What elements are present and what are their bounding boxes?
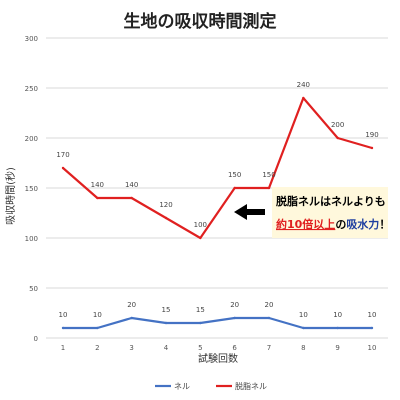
data-point (96, 196, 99, 200)
data-point (267, 316, 271, 320)
annotation-box (272, 187, 388, 238)
data-label: 15 (196, 306, 205, 314)
legend-label: 脱脂ネル (235, 381, 267, 391)
y-tick-label: 50 (29, 285, 38, 293)
data-label: 20 (265, 301, 274, 309)
data-label: 150 (228, 171, 241, 179)
data-point (302, 326, 305, 330)
y-tick-label: 150 (25, 185, 38, 193)
annotation-connector: の (335, 218, 346, 231)
annotation-line2: 約10倍以上の吸水力！ (276, 217, 390, 231)
series-layer: 10 10 20 15 15 20 20 10 10 10 170 140 140 120 100 150 15… (56, 81, 379, 330)
x-tick-label: 2 (95, 344, 99, 352)
x-tick-label: 6 (232, 344, 237, 352)
data-point (336, 326, 339, 330)
annotation-callout: 脱脂ネルはネルよりも 約10倍以上の吸水力！ (234, 187, 390, 238)
y-tick-label: 300 (25, 35, 38, 43)
left-arrow-icon (234, 204, 265, 220)
annotation-emphasis-absorption: 吸水力 (346, 217, 379, 231)
data-point (267, 186, 271, 190)
data-point (302, 96, 305, 100)
data-label: 10 (333, 311, 342, 319)
x-tick-label: 4 (164, 344, 169, 352)
data-point (199, 236, 202, 240)
data-point (370, 326, 374, 330)
data-point (130, 196, 133, 200)
annotation-exclamation: ！ (379, 218, 390, 231)
x-tick-label: 8 (301, 344, 305, 352)
x-tick-label: 5 (198, 344, 202, 352)
x-tick-label: 7 (267, 344, 271, 352)
data-label: 100 (194, 221, 207, 229)
data-point (96, 326, 99, 330)
x-axis-ticks: 1 2 3 4 5 6 7 8 9 10 (61, 344, 377, 352)
data-label: 10 (59, 311, 68, 319)
data-point (164, 321, 168, 325)
data-point (199, 321, 202, 325)
y-axis-ticks: 0 50 100 150 200 250 300 (25, 35, 38, 343)
grid-lines (46, 37, 388, 339)
data-point (370, 146, 374, 150)
data-label: 20 (127, 301, 136, 309)
series-line (63, 316, 372, 330)
data-point (130, 316, 133, 320)
legend-item: ネル (155, 382, 190, 391)
y-tick-label: 100 (25, 235, 38, 243)
data-point (61, 166, 65, 170)
legend: ネル 脱脂ネル (155, 381, 267, 391)
x-tick-label: 1 (61, 344, 65, 352)
data-label: 200 (331, 121, 344, 129)
x-tick-label: 10 (368, 344, 377, 352)
data-label: 240 (297, 81, 310, 89)
annotation-line1: 脱脂ネルはネルよりも (276, 194, 386, 208)
data-label: 190 (365, 131, 378, 139)
x-tick-label: 3 (129, 344, 133, 352)
data-label: 140 (125, 181, 138, 189)
annotation-emphasis-ratio: 約10倍以上 (276, 217, 335, 231)
data-point (336, 136, 339, 140)
data-point (61, 326, 65, 330)
legend-item: 脱脂ネル (216, 381, 267, 391)
data-label: 20 (230, 301, 239, 309)
data-label: 170 (56, 151, 69, 159)
x-tick-label: 9 (335, 344, 339, 352)
y-tick-label: 250 (25, 85, 38, 93)
legend-label: ネル (174, 382, 190, 391)
data-label: 10 (93, 311, 102, 319)
data-point (164, 216, 168, 220)
data-point (233, 186, 236, 190)
data-label: 15 (162, 306, 171, 314)
series-ネル: 10 10 20 15 15 20 20 10 10 10 (59, 301, 377, 330)
y-tick-label: 200 (25, 135, 38, 143)
chart-title: 生地の吸収時間測定 (124, 11, 277, 32)
data-label: 10 (299, 311, 308, 319)
series-脱脂ネル: 170 140 140 120 100 150 150 240 200 190 (56, 81, 379, 240)
data-label: 140 (91, 181, 104, 189)
data-label: 150 (262, 171, 275, 179)
data-label: 120 (159, 201, 172, 209)
data-label: 10 (368, 311, 377, 319)
series-line (62, 96, 373, 240)
data-point (233, 316, 236, 320)
y-tick-label: 0 (34, 335, 38, 343)
x-axis-label: 試験回数 (198, 352, 238, 365)
y-axis-label: 吸収時間(秒) (4, 167, 17, 225)
